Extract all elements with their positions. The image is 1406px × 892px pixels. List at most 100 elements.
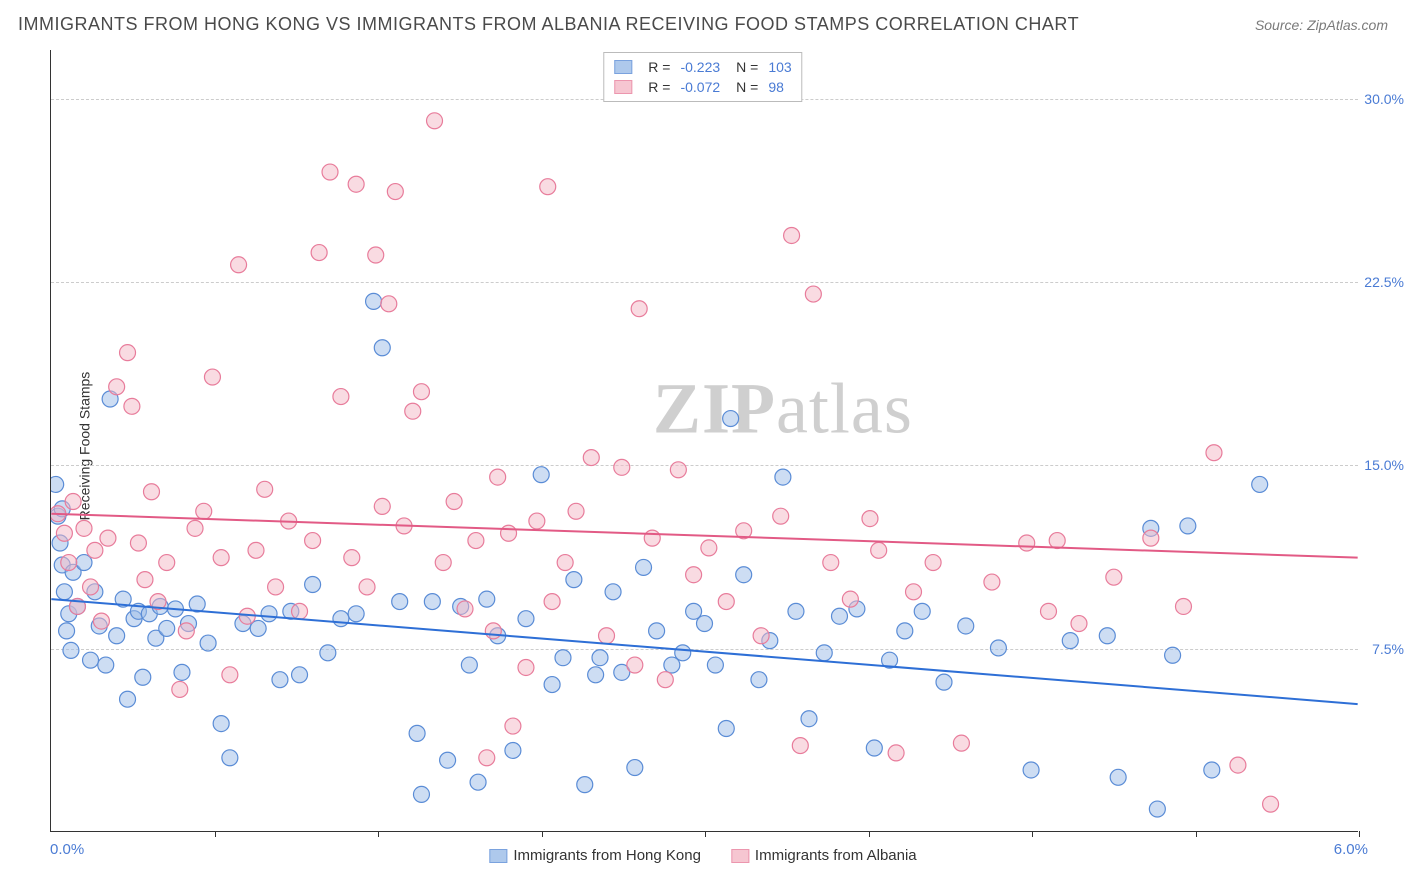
data-point-hk	[914, 603, 930, 619]
data-point-hk	[718, 721, 734, 737]
data-point-hk	[63, 642, 79, 658]
data-point-hk	[479, 591, 495, 607]
data-point-al	[686, 567, 702, 583]
legend-item-hk: Immigrants from Hong Kong	[489, 847, 701, 864]
data-point-al	[446, 494, 462, 510]
data-point-hk	[413, 786, 429, 802]
data-point-hk	[366, 293, 382, 309]
data-point-hk	[866, 740, 882, 756]
data-point-hk	[1204, 762, 1220, 778]
data-point-hk	[305, 577, 321, 593]
data-point-hk	[588, 667, 604, 683]
r-value: -0.223	[680, 57, 720, 77]
data-point-al	[862, 511, 878, 527]
data-point-hk	[409, 725, 425, 741]
x-tick	[215, 831, 216, 837]
data-point-al	[599, 628, 615, 644]
y-tick-label: 15.0%	[1364, 457, 1404, 473]
data-point-al	[644, 530, 660, 546]
data-point-hk	[56, 584, 72, 600]
data-point-al	[187, 520, 203, 536]
data-point-hk	[320, 645, 336, 661]
data-point-al	[333, 389, 349, 405]
data-point-hk	[1099, 628, 1115, 644]
data-point-hk	[83, 652, 99, 668]
data-point-hk	[897, 623, 913, 639]
data-point-al	[130, 535, 146, 551]
data-point-al	[518, 659, 534, 675]
data-point-al	[65, 494, 81, 510]
data-point-hk	[555, 650, 571, 666]
data-point-al	[583, 450, 599, 466]
data-point-hk	[159, 620, 175, 636]
legend-swatch-hk	[614, 60, 632, 74]
data-point-al	[405, 403, 421, 419]
data-point-al	[544, 594, 560, 610]
data-point-al	[784, 227, 800, 243]
data-point-al	[792, 738, 808, 754]
legend-stats-box: R =-0.223N =103R =-0.072N =98	[603, 52, 802, 102]
data-point-hk	[697, 616, 713, 632]
chart-plot-area: ZIPatlas 7.5%15.0%22.5%30.0%	[50, 50, 1358, 832]
data-point-hk	[518, 611, 534, 627]
data-point-al	[213, 550, 229, 566]
data-point-al	[159, 555, 175, 571]
data-point-al	[984, 574, 1000, 590]
data-point-hk	[736, 567, 752, 583]
data-point-hk	[222, 750, 238, 766]
x-tick	[705, 831, 706, 837]
data-point-al	[657, 672, 673, 688]
data-point-al	[1049, 533, 1065, 549]
x-tick	[869, 831, 870, 837]
data-point-hk	[261, 606, 277, 622]
data-point-hk	[470, 774, 486, 790]
data-point-hk	[675, 645, 691, 661]
x-axis-min-label: 0.0%	[50, 841, 84, 858]
x-axis-max-label: 6.0%	[1334, 841, 1368, 858]
legend-item-al: Immigrants from Albania	[731, 847, 917, 864]
data-point-al	[888, 745, 904, 761]
data-point-hk	[1149, 801, 1165, 817]
data-point-al	[196, 503, 212, 519]
data-point-hk	[544, 677, 560, 693]
data-point-hk	[577, 777, 593, 793]
data-point-al	[305, 533, 321, 549]
data-point-al	[427, 113, 443, 129]
data-point-al	[435, 555, 451, 571]
data-point-al	[311, 245, 327, 261]
data-point-al	[670, 462, 686, 478]
data-point-hk	[801, 711, 817, 727]
data-point-hk	[816, 645, 832, 661]
data-point-al	[925, 555, 941, 571]
data-point-hk	[990, 640, 1006, 656]
data-point-al	[842, 591, 858, 607]
data-point-al	[1106, 569, 1122, 585]
data-point-hk	[213, 716, 229, 732]
data-point-al	[631, 301, 647, 317]
data-point-hk	[788, 603, 804, 619]
data-point-hk	[135, 669, 151, 685]
data-point-al	[557, 555, 573, 571]
r-label: R =	[648, 77, 670, 97]
data-point-hk	[636, 559, 652, 575]
data-point-hk	[627, 760, 643, 776]
data-point-al	[468, 533, 484, 549]
data-point-hk	[374, 340, 390, 356]
data-point-hk	[98, 657, 114, 673]
data-point-hk	[649, 623, 665, 639]
data-point-al	[906, 584, 922, 600]
data-point-al	[231, 257, 247, 273]
source-label: Source: ZipAtlas.com	[1255, 17, 1388, 33]
data-point-al	[381, 296, 397, 312]
data-point-al	[1071, 616, 1087, 632]
data-point-al	[529, 513, 545, 529]
data-point-hk	[605, 584, 621, 600]
data-point-al	[485, 623, 501, 639]
data-point-al	[76, 520, 92, 536]
data-point-al	[222, 667, 238, 683]
data-point-al	[348, 176, 364, 192]
data-point-al	[87, 542, 103, 558]
legend-swatch-al	[731, 849, 749, 863]
data-point-hk	[51, 476, 64, 492]
data-point-al	[568, 503, 584, 519]
